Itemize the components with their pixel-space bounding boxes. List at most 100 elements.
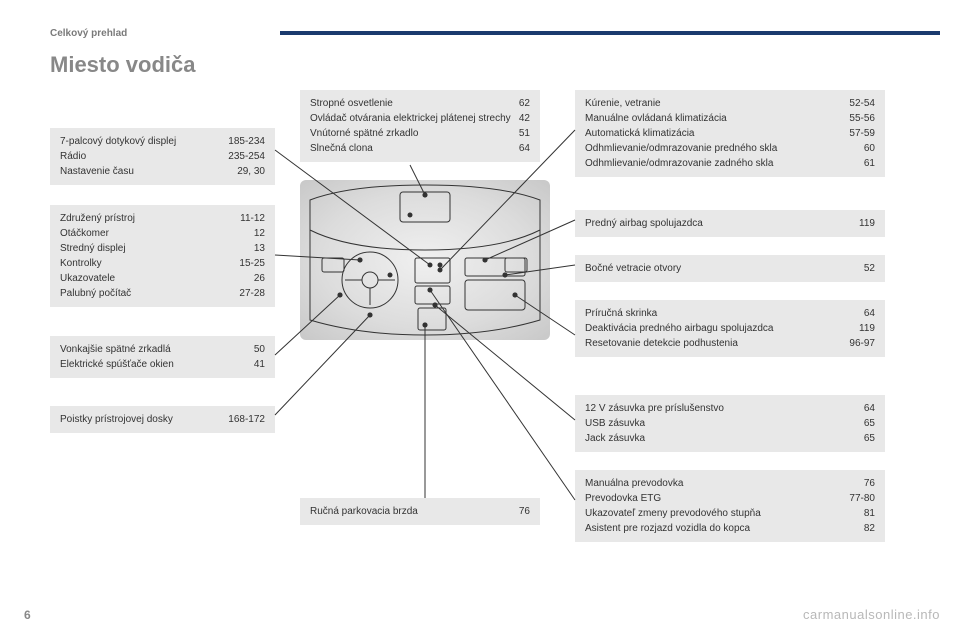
box-row: Bočné vetracie otvory52	[585, 261, 875, 276]
row-label: USB zásuvka	[585, 416, 864, 431]
row-label: Ukazovatele	[60, 271, 254, 286]
row-label: Združený prístroj	[60, 211, 240, 226]
box-side-vents: Bočné vetracie otvory52	[575, 255, 885, 282]
row-page: 76	[519, 504, 530, 519]
box-row: 12 V zásuvka pre príslušenstvo64	[585, 401, 875, 416]
row-label: Ručná parkovacia brzda	[310, 504, 519, 519]
row-label: Prevodovka ETG	[585, 491, 849, 506]
box-gearbox: Manuálna prevodovka76Prevodovka ETG77-80…	[575, 470, 885, 542]
box-row: USB zásuvka65	[585, 416, 875, 431]
row-label: Príručná skrinka	[585, 306, 864, 321]
row-label: Vnútorné spätné zrkadlo	[310, 126, 519, 141]
row-label: 12 V zásuvka pre príslušenstvo	[585, 401, 864, 416]
box-row: Otáčkomer12	[60, 226, 265, 241]
row-label: Asistent pre rozjazd vozidla do kopca	[585, 521, 864, 536]
page-title: Miesto vodiča	[50, 52, 195, 78]
row-page: 185-234	[228, 134, 265, 149]
row-page: 12	[254, 226, 265, 241]
box-passenger-airbag: Predný airbag spolujazdca119	[575, 210, 885, 237]
header-bar	[280, 31, 940, 35]
box-ceiling-lighting: Stropné osvetlenie62Ovládač otvárania el…	[300, 90, 540, 162]
box-glovebox: Príručná skrinka64 Deaktivácia predného a…	[575, 300, 885, 357]
watermark: carmanualsonline.info	[803, 607, 940, 622]
row-page: 41	[254, 357, 265, 372]
row-page: 60	[864, 141, 875, 156]
box-row: Elektrické spúšťače okien41	[60, 357, 265, 372]
row-page: 64	[864, 306, 875, 321]
box-row: Kúrenie, vetranie52-54	[585, 96, 875, 111]
row-label: Slnečná clona	[310, 141, 519, 156]
row-page: 82	[864, 521, 875, 536]
row-label: Ukazovateľ zmeny prevodového stupňa	[585, 506, 864, 521]
box-row: 7-palcový dotykový displej185-234	[60, 134, 265, 149]
box-row: Odhmlievanie/odmrazovanie predného skla6…	[585, 141, 875, 156]
row-label: Predný airbag spolujazdca	[585, 216, 859, 231]
row-page: 119	[859, 321, 875, 336]
box-row: Združený prístroj11-12	[60, 211, 265, 226]
box-row: Resetovanie detekcie podhustenia96-97	[585, 336, 875, 351]
box-row: Predný airbag spolujazdca119	[585, 216, 875, 231]
row-page: 168-172	[228, 412, 265, 427]
row-label: Bočné vetracie otvory	[585, 261, 864, 276]
row-page: 57-59	[849, 126, 875, 141]
row-label: Automatická klimatizácia	[585, 126, 849, 141]
box-instrument-cluster: Združený prístroj11-12Otáčkomer12Stredný…	[50, 205, 275, 307]
row-label: Odhmlievanie/odmrazovanie zadného skla	[585, 156, 864, 171]
row-page: 52-54	[849, 96, 875, 111]
row-label: Kontrolky	[60, 256, 239, 271]
row-label: Vonkajšie spätné zrkadlá	[60, 342, 254, 357]
row-page: 65	[864, 416, 875, 431]
row-page: 235-254	[228, 149, 265, 164]
row-page: 64	[519, 141, 530, 156]
box-row: Prevodovka ETG77-80	[585, 491, 875, 506]
row-label: Ovládač otvárania elektrickej plátenej s…	[310, 111, 519, 126]
row-label: Poistky prístrojovej dosky	[60, 412, 228, 427]
row-label: Jack zásuvka	[585, 431, 864, 446]
row-page: 77-80	[849, 491, 875, 506]
row-label: 7-palcový dotykový displej	[60, 134, 228, 149]
section-label: Celkový prehlad	[50, 28, 127, 39]
row-page: 15-25	[239, 256, 265, 271]
box-row: Ukazovatele26	[60, 271, 265, 286]
box-row: Vonkajšie spätné zrkadlá50	[60, 342, 265, 357]
row-label: Deaktivácia predného airbagu spolujazdca	[585, 321, 859, 336]
box-row: Nastavenie času29, 30	[60, 164, 265, 179]
row-label: Palubný počítač	[60, 286, 239, 301]
row-page: 29, 30	[237, 164, 265, 179]
row-label: Rádio	[60, 149, 228, 164]
row-label: Otáčkomer	[60, 226, 254, 241]
row-label: Nastavenie času	[60, 164, 237, 179]
box-row: Slnečná clona64	[310, 141, 530, 156]
row-page: 76	[864, 476, 875, 491]
row-page: 50	[254, 342, 265, 357]
box-touchscreen: 7-palcový dotykový displej185-234Rádio23…	[50, 128, 275, 185]
box-row: Odhmlievanie/odmrazovanie zadného skla61	[585, 156, 875, 171]
row-page: 26	[254, 271, 265, 286]
row-label: Resetovanie detekcie podhustenia	[585, 336, 849, 351]
row-label: Manuálne ovládaná klimatizácia	[585, 111, 849, 126]
box-mirrors-windows: Vonkajšie spätné zrkadlá50Elektrické spú…	[50, 336, 275, 378]
box-handbrake: Ručná parkovacia brzda76	[300, 498, 540, 525]
box-row: Poistky prístrojovej dosky168-172	[60, 412, 265, 427]
row-label: Manuálna prevodovka	[585, 476, 864, 491]
box-heating-ac: Kúrenie, vetranie52-54Manuálne ovládaná …	[575, 90, 885, 177]
row-page: 119	[859, 216, 875, 231]
box-row: Ukazovateľ zmeny prevodového stupňa81	[585, 506, 875, 521]
row-page: 51	[519, 126, 530, 141]
box-row: Rádio235-254	[60, 149, 265, 164]
row-page: 42	[519, 111, 530, 126]
row-page: 27-28	[239, 286, 265, 301]
box-row: Jack zásuvka65	[585, 431, 875, 446]
box-row: Ručná parkovacia brzda76	[310, 504, 530, 519]
dashboard-diagram	[300, 180, 550, 340]
row-label: Elektrické spúšťače okien	[60, 357, 254, 372]
box-sockets: 12 V zásuvka pre príslušenstvo64USB zásu…	[575, 395, 885, 452]
box-row: Automatická klimatizácia57-59	[585, 126, 875, 141]
row-page: 81	[864, 506, 875, 521]
box-row: Manuálna prevodovka76	[585, 476, 875, 491]
box-row: Palubný počítač27-28	[60, 286, 265, 301]
row-label: Odhmlievanie/odmrazovanie predného skla	[585, 141, 864, 156]
row-page: 55-56	[849, 111, 875, 126]
box-row: Stredný displej13	[60, 241, 265, 256]
row-page: 52	[864, 261, 875, 276]
